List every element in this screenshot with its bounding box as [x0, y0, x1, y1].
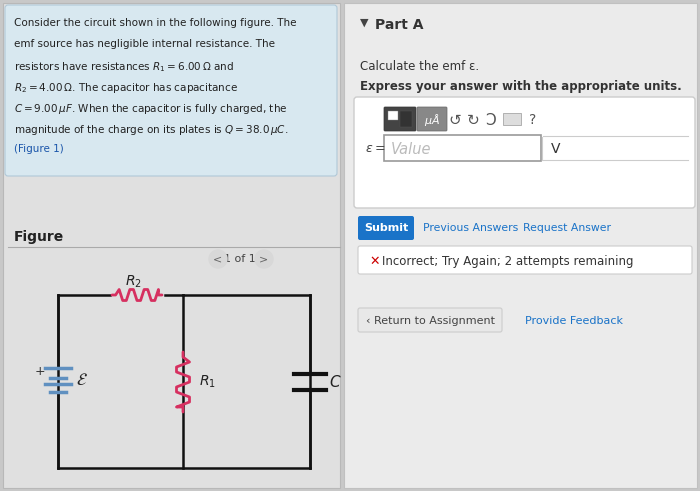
Text: Consider the circuit shown in the following figure. The: Consider the circuit shown in the follow… [14, 18, 297, 28]
Text: Express your answer with the appropriate units.: Express your answer with the appropriate… [360, 80, 682, 93]
Circle shape [209, 250, 227, 268]
Text: (Figure 1): (Figure 1) [14, 144, 64, 154]
Text: ↺: ↺ [449, 112, 461, 128]
Text: V: V [551, 142, 561, 156]
Text: Calculate the emf ε.: Calculate the emf ε. [360, 60, 479, 73]
Text: Incorrect; Try Again; 2 attempts remaining: Incorrect; Try Again; 2 attempts remaini… [382, 254, 634, 268]
FancyBboxPatch shape [354, 97, 695, 208]
Text: Submit: Submit [364, 223, 408, 233]
FancyBboxPatch shape [358, 308, 502, 332]
Text: emf source has negligible internal resistance. The: emf source has negligible internal resis… [14, 39, 275, 49]
Text: Previous Answers: Previous Answers [423, 223, 518, 233]
Text: $\mu\AA$: $\mu\AA$ [424, 112, 440, 128]
FancyBboxPatch shape [417, 107, 447, 131]
Text: +: + [35, 365, 46, 378]
Text: $C$: $C$ [329, 374, 342, 390]
Bar [503, 113, 521, 125]
Text: Ↄ: Ↄ [486, 112, 496, 128]
Text: ?: ? [529, 113, 537, 127]
Text: $R_2$: $R_2$ [125, 273, 141, 290]
Circle shape [255, 250, 273, 268]
FancyBboxPatch shape [358, 216, 414, 240]
Text: Value: Value [391, 141, 431, 157]
Text: $\varepsilon =$: $\varepsilon =$ [365, 141, 386, 155]
Text: ✕: ✕ [369, 254, 379, 268]
Text: 1 of 1: 1 of 1 [224, 254, 256, 264]
Text: ↻: ↻ [467, 112, 480, 128]
Text: $C = 9.00\,\mu F$. When the capacitor is fully charged, the: $C = 9.00\,\mu F$. When the capacitor is… [14, 102, 288, 116]
FancyBboxPatch shape [384, 107, 416, 131]
Text: magnitude of the charge on its plates is $Q = 38.0\,\mu C$.: magnitude of the charge on its plates is… [14, 123, 288, 137]
Text: $\mathcal{E}$: $\mathcal{E}$ [76, 371, 88, 389]
Bar [400, 111, 412, 127]
FancyBboxPatch shape [358, 246, 692, 274]
Text: <: < [214, 254, 223, 264]
Text: Request Answer: Request Answer [523, 223, 611, 233]
Text: $R_2 = 4.00\,\Omega$. The capacitor has capacitance: $R_2 = 4.00\,\Omega$. The capacitor has … [14, 81, 238, 95]
Text: Part A: Part A [375, 18, 424, 32]
Text: ▼: ▼ [360, 18, 368, 28]
Text: Provide Feedback: Provide Feedback [525, 316, 623, 326]
Bar [388, 111, 398, 120]
Text: ‹ Return to Assignment: ‹ Return to Assignment [365, 316, 494, 326]
Text: Figure: Figure [14, 230, 64, 244]
FancyBboxPatch shape [5, 5, 337, 176]
Text: resistors have resistances $R_1 = 6.00\,\Omega$ and: resistors have resistances $R_1 = 6.00\,… [14, 60, 234, 74]
FancyBboxPatch shape [384, 135, 541, 161]
Bar [344, 3, 697, 488]
Text: $R_1$: $R_1$ [199, 374, 216, 390]
Bar [3, 3, 340, 488]
Text: >: > [260, 254, 269, 264]
